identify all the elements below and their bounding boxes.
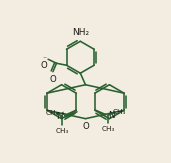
Text: CH₃: CH₃ — [113, 109, 126, 115]
Text: N: N — [108, 111, 115, 120]
Text: NH₂: NH₂ — [73, 28, 90, 37]
Text: CH₃: CH₃ — [102, 126, 115, 132]
Text: O: O — [49, 75, 56, 84]
Text: O: O — [82, 122, 89, 131]
Text: CH₃: CH₃ — [45, 110, 59, 116]
Text: CH₃: CH₃ — [56, 128, 69, 134]
Text: +: + — [61, 111, 66, 116]
Text: ⁻: ⁻ — [43, 55, 47, 64]
Text: N: N — [56, 112, 62, 121]
Text: O: O — [41, 61, 48, 70]
